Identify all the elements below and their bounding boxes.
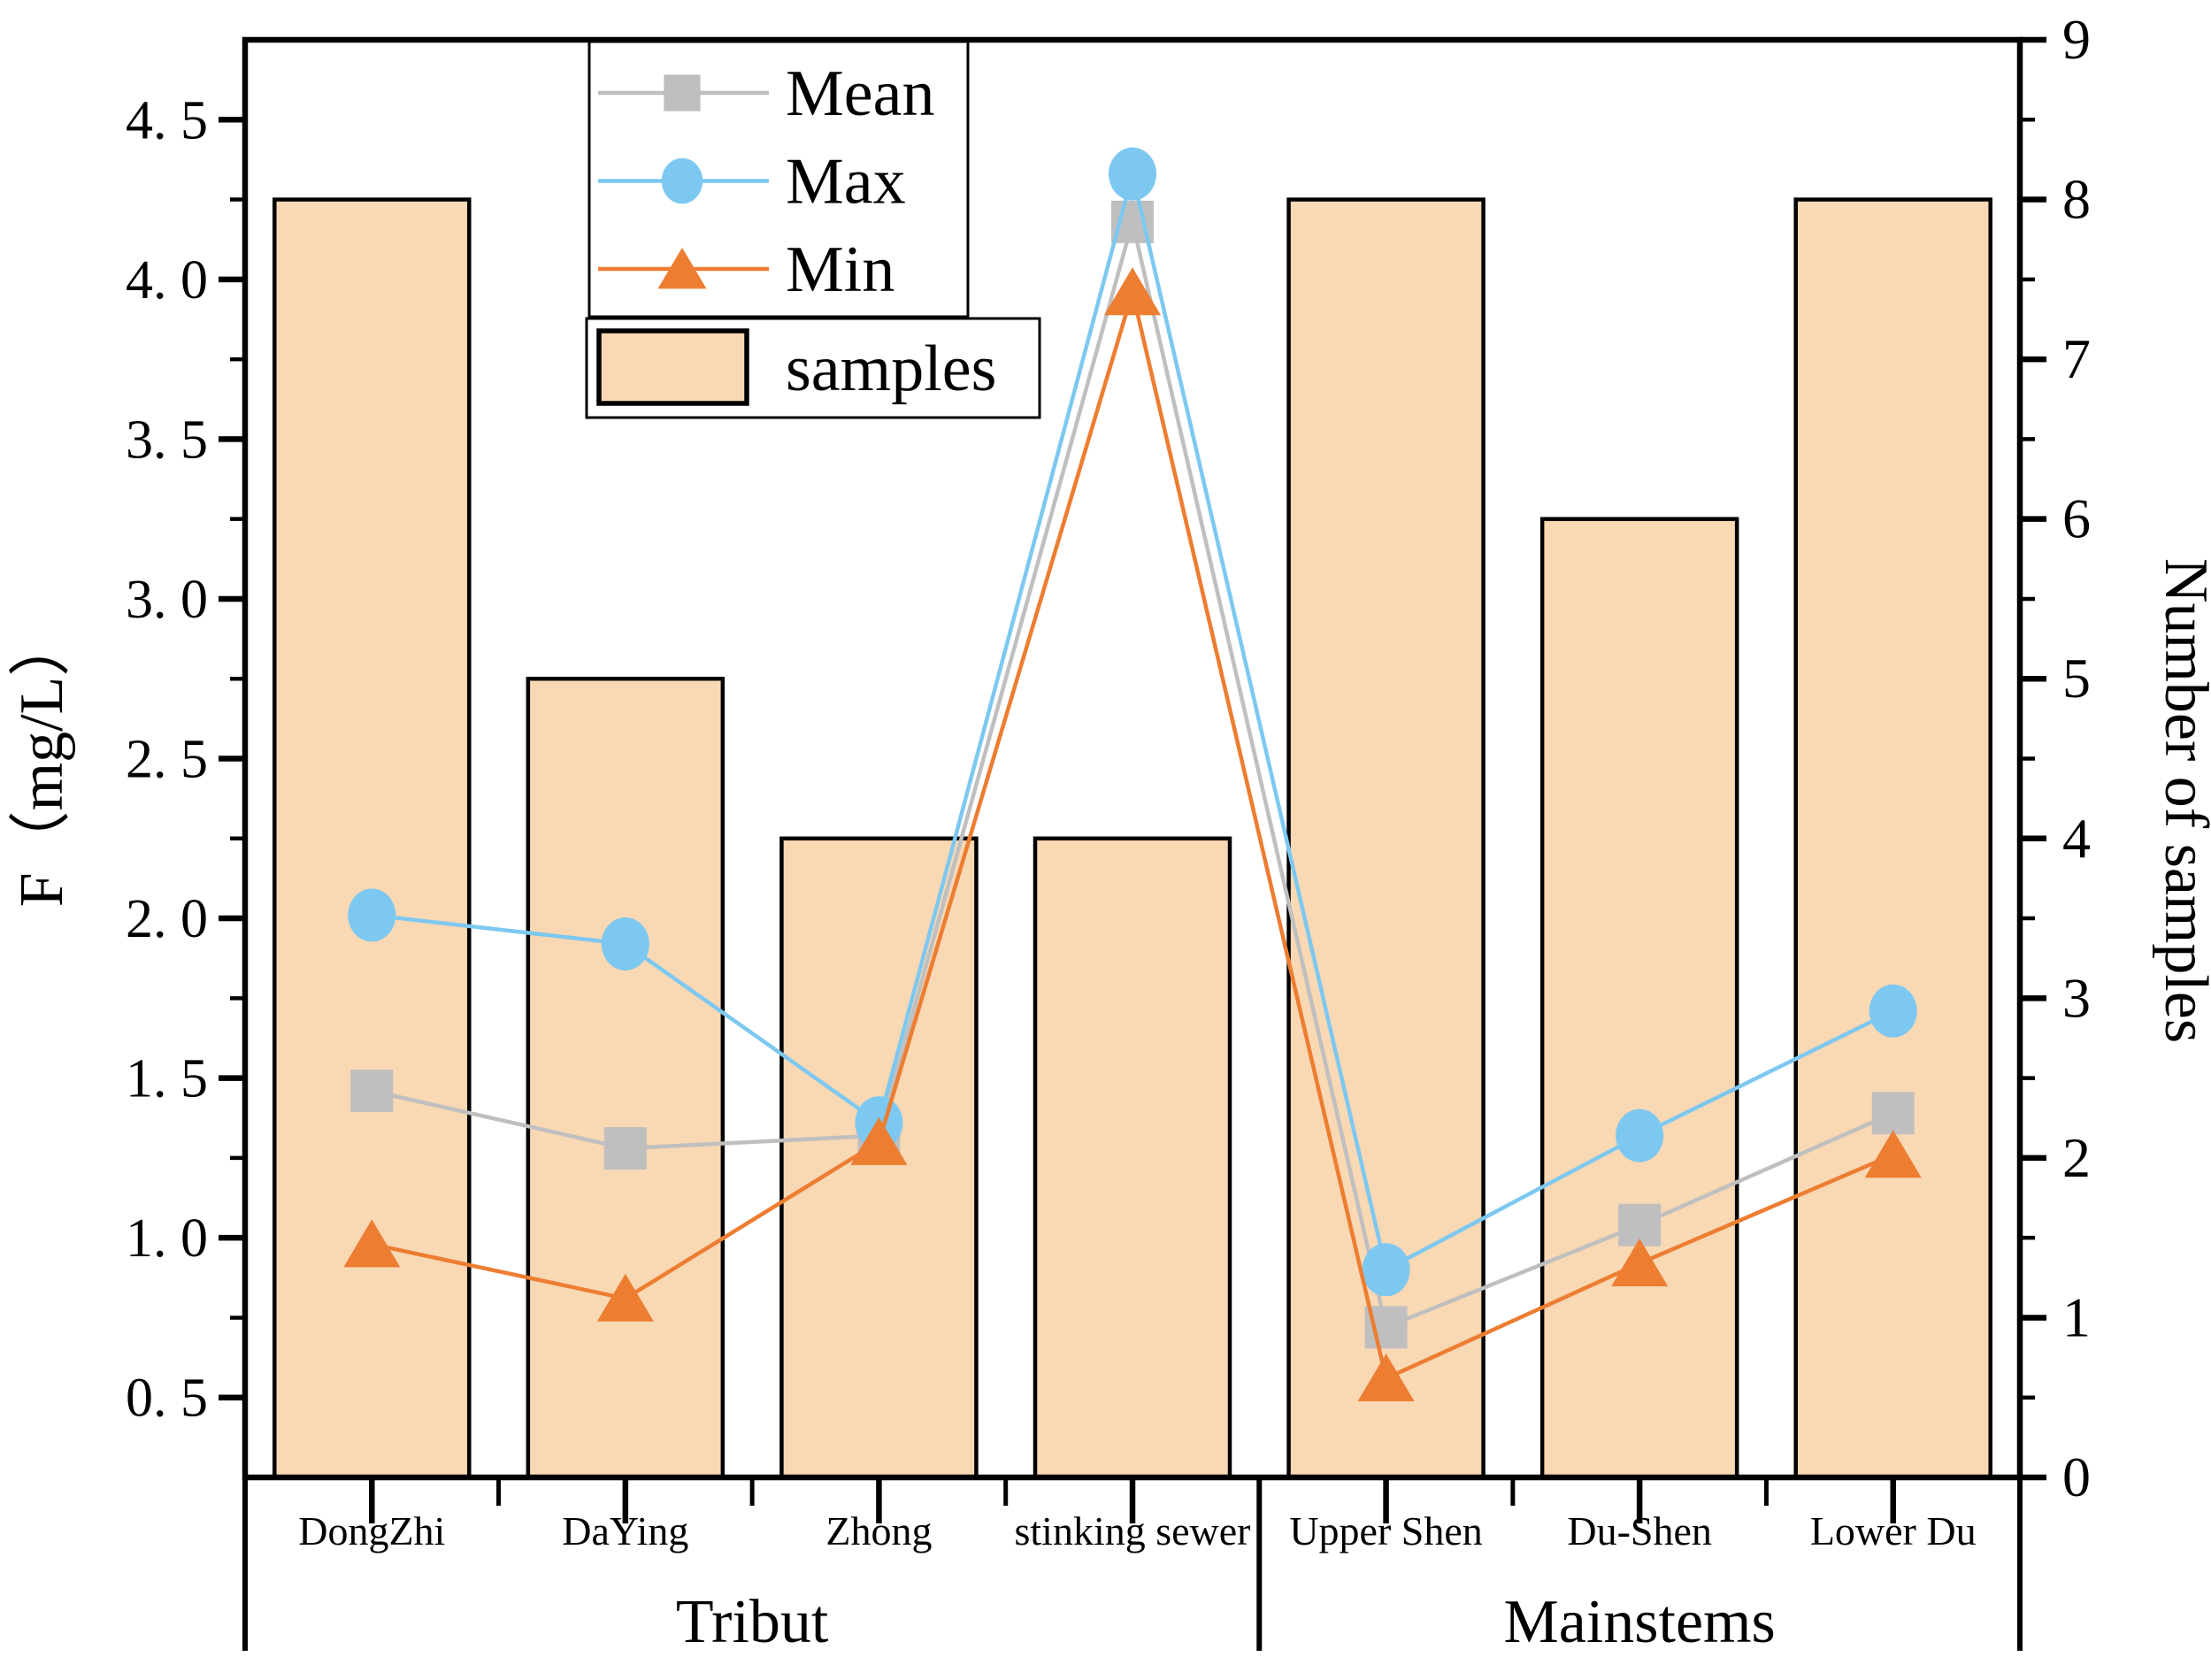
left-axis-title: F（mg/L） — [8, 615, 76, 908]
max-marker — [1616, 1108, 1664, 1162]
left-axis-tick-label: 1. 0 — [126, 1208, 208, 1269]
legend-label: Min — [786, 234, 894, 306]
group-label: Tribut — [676, 1588, 829, 1656]
left-axis-tick-label: 3. 5 — [126, 410, 208, 470]
max-marker — [348, 888, 396, 942]
category-label: DongZhi — [298, 1508, 445, 1553]
left-axis-tick-label: 4. 5 — [126, 90, 208, 150]
left-axis-tick-label: 4. 0 — [126, 250, 208, 311]
category-label: Du-Shen — [1567, 1508, 1712, 1553]
right-axis-tick-label: 2 — [2062, 1126, 2091, 1189]
legend-samples-label: samples — [786, 333, 996, 405]
min-marker — [1357, 1354, 1415, 1402]
legend-label: Mean — [786, 58, 935, 130]
legend-label: Max — [786, 146, 906, 219]
min-marker — [850, 1116, 908, 1165]
left-axis-tick-label: 2. 0 — [126, 889, 208, 949]
min-marker — [343, 1219, 401, 1268]
left-axis-tick-label: 1. 5 — [126, 1049, 208, 1109]
right-axis-tick-label: 8 — [2062, 168, 2091, 231]
mean-marker — [350, 1070, 394, 1113]
max-marker — [601, 917, 649, 970]
right-axis-tick-label: 3 — [2062, 966, 2091, 1029]
category-label: Upper Shen — [1289, 1508, 1482, 1553]
max-marker — [1869, 984, 1917, 1038]
right-axis-tick-label: 6 — [2062, 487, 2091, 550]
right-axis-tick-label: 9 — [2062, 8, 2091, 71]
category-label: Zhong — [825, 1508, 932, 1553]
min-marker — [1104, 267, 1161, 316]
right-axis-tick-label: 7 — [2062, 327, 2091, 390]
category-label: Lower Du — [1810, 1508, 1977, 1553]
mean-marker — [1871, 1092, 1915, 1135]
samples-bar — [1033, 836, 1232, 1480]
samples-bar — [1793, 197, 1992, 1480]
left-axis-tick-label: 0. 5 — [126, 1369, 208, 1429]
left-axis-tick-label: 3. 0 — [126, 570, 208, 630]
legend-min-marker — [657, 247, 707, 289]
samples-bar — [273, 197, 472, 1480]
legend-max-marker — [661, 157, 703, 204]
right-axis-title: Number of samples — [2152, 558, 2211, 1043]
max-marker — [1362, 1243, 1410, 1297]
right-axis-tick-label: 0 — [2062, 1446, 2091, 1508]
samples-bar — [1539, 517, 1739, 1480]
samples-bar — [526, 676, 725, 1480]
left-axis-tick-label: 2. 5 — [126, 730, 208, 790]
min-marker — [596, 1273, 654, 1322]
category-label: stinking sewer — [1014, 1508, 1250, 1553]
right-axis-tick-label: 1 — [2062, 1285, 2091, 1348]
mean-marker — [603, 1127, 647, 1170]
category-label: DaYing — [562, 1508, 688, 1553]
right-axis-tick-label: 5 — [2062, 647, 2091, 710]
legend-mean-marker — [664, 74, 701, 111]
right-axis-tick-label: 4 — [2062, 807, 2091, 870]
max-marker — [1109, 147, 1156, 201]
legend-samples-patch — [596, 328, 749, 406]
group-label: Mainstems — [1504, 1588, 1776, 1656]
min-marker — [1611, 1239, 1669, 1287]
min-marker — [1864, 1130, 1922, 1178]
